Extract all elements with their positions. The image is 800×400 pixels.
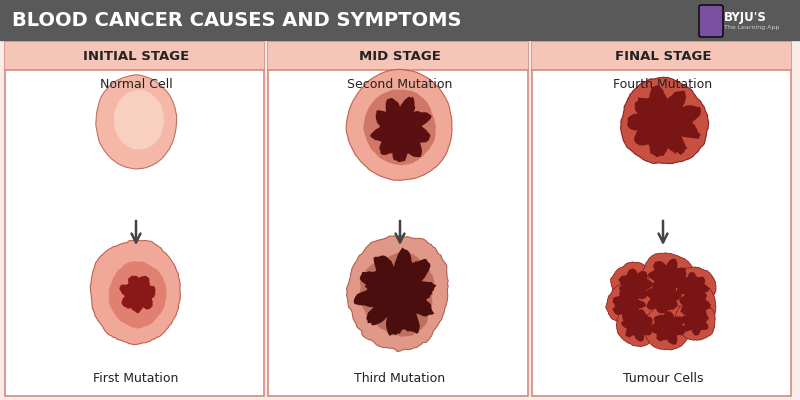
Polygon shape (646, 282, 682, 314)
Polygon shape (612, 289, 646, 321)
Bar (698, 2, 795, 39)
Polygon shape (90, 240, 180, 345)
Bar (5, 42, 264, 70)
Polygon shape (648, 258, 686, 296)
Polygon shape (650, 311, 686, 345)
Polygon shape (680, 308, 709, 336)
Polygon shape (370, 96, 431, 162)
Polygon shape (346, 70, 452, 180)
Polygon shape (618, 268, 653, 302)
Text: Tumour Cells: Tumour Cells (622, 372, 703, 384)
Text: Fourth Mutation: Fourth Mutation (614, 78, 713, 90)
Polygon shape (671, 267, 716, 307)
Polygon shape (621, 77, 709, 164)
Text: FINAL STAGE: FINAL STAGE (614, 50, 711, 62)
Bar (268, 42, 528, 70)
Text: First Mutation: First Mutation (94, 372, 178, 384)
Polygon shape (677, 272, 710, 301)
FancyBboxPatch shape (699, 5, 723, 37)
Text: Third Mutation: Third Mutation (354, 372, 446, 384)
Polygon shape (616, 303, 661, 346)
Polygon shape (679, 289, 711, 321)
Polygon shape (606, 283, 650, 325)
Text: Second Mutation: Second Mutation (347, 78, 453, 90)
Polygon shape (638, 274, 689, 320)
Polygon shape (610, 262, 658, 307)
Polygon shape (645, 305, 693, 350)
Polygon shape (346, 236, 448, 351)
Text: INITIAL STAGE: INITIAL STAGE (83, 50, 189, 62)
Text: The Learning App: The Learning App (724, 24, 779, 30)
Bar (532, 42, 791, 396)
Polygon shape (622, 309, 653, 342)
Polygon shape (363, 90, 436, 165)
Polygon shape (119, 276, 155, 313)
Text: BYJU'S: BYJU'S (724, 12, 767, 24)
Text: MID STAGE: MID STAGE (359, 50, 441, 62)
Polygon shape (627, 85, 701, 157)
Polygon shape (109, 261, 166, 329)
Text: Normal Cell: Normal Cell (100, 78, 172, 90)
Polygon shape (675, 302, 715, 340)
Text: BLOOD CANCER CAUSES AND SYMPTOMS: BLOOD CANCER CAUSES AND SYMPTOMS (12, 10, 462, 30)
Bar (268, 42, 528, 396)
Bar (532, 42, 791, 70)
Polygon shape (641, 253, 695, 302)
Polygon shape (96, 75, 177, 169)
Bar (0, 0, 800, 40)
Polygon shape (674, 283, 716, 328)
Polygon shape (354, 248, 437, 336)
Bar (5, 42, 264, 396)
Polygon shape (359, 252, 435, 337)
Polygon shape (114, 90, 164, 150)
